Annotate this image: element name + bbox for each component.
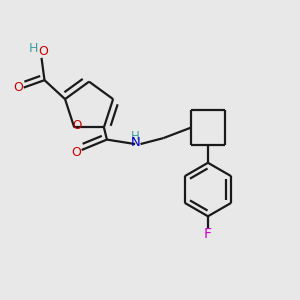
Text: F: F — [204, 227, 212, 241]
Text: O: O — [72, 119, 81, 132]
Text: O: O — [14, 81, 23, 94]
Text: H: H — [131, 130, 140, 143]
Text: H: H — [28, 42, 38, 55]
Text: O: O — [38, 45, 48, 58]
Text: O: O — [71, 146, 81, 160]
Text: N: N — [131, 136, 141, 149]
